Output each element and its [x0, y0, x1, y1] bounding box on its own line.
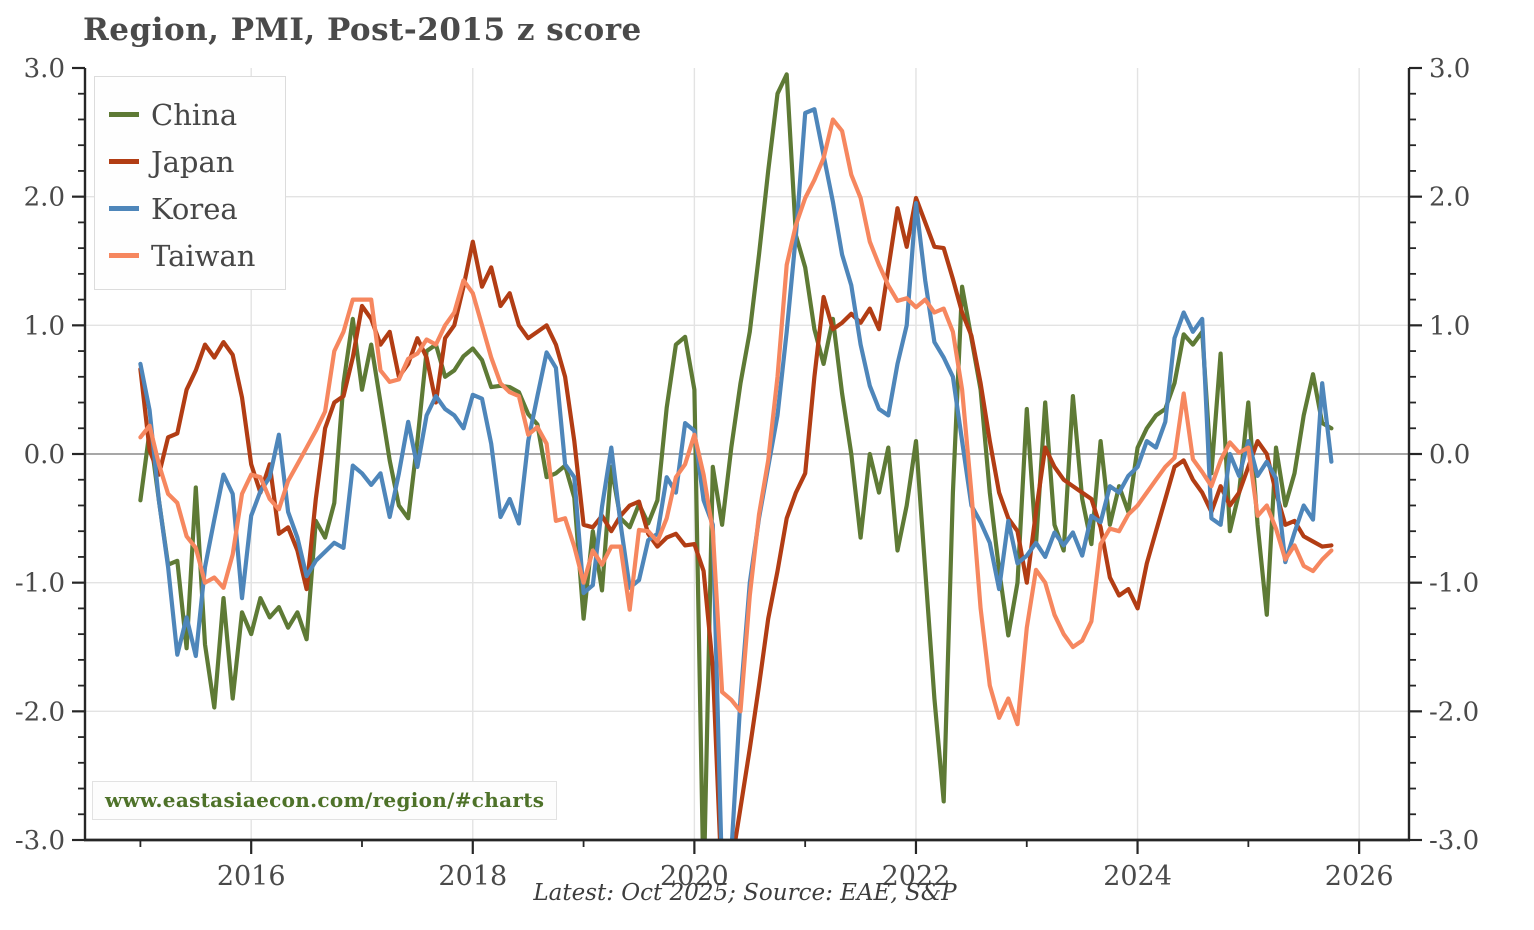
legend-swatch-taiwan	[109, 253, 139, 258]
y-axis-label-left: 2.0	[24, 183, 65, 213]
y-axis-label-right: -1.0	[1429, 569, 1479, 599]
legend-item-taiwan: Taiwan	[109, 232, 275, 279]
legend-item-china: China	[109, 91, 275, 138]
series-group	[138, 72, 1334, 840]
y-axis-label-left: 3.0	[24, 54, 65, 84]
y-axis-label-left: -2.0	[15, 697, 65, 727]
source-caption: Latest: Oct 2025; Source: EAE, S&P	[533, 880, 957, 906]
series-line-korea	[138, 107, 1334, 840]
y-axis-label-right: 0.0	[1429, 440, 1470, 470]
watermark-url: www.eastasiaecon.com/region/#charts	[105, 788, 545, 812]
x-axis-label: 2022	[882, 861, 951, 892]
legend-label: Korea	[151, 191, 238, 226]
x-axis-label: 2018	[438, 861, 507, 892]
x-axis-label: 2026	[1325, 861, 1394, 892]
legend-swatch-korea	[109, 206, 139, 211]
y-axis-label-left: -3.0	[15, 826, 65, 856]
y-axis-label-left: 0.0	[24, 440, 65, 470]
x-axis-label: 2024	[1103, 861, 1172, 892]
x-axis-label: 2020	[660, 861, 729, 892]
legend-item-korea: Korea	[109, 185, 275, 232]
y-axis-label-left: -1.0	[15, 569, 65, 599]
y-axis-label-left: 1.0	[24, 311, 65, 341]
y-axis-label-right: -3.0	[1429, 826, 1479, 856]
y-axis-label-right: 2.0	[1429, 183, 1470, 213]
legend-swatch-china	[109, 112, 139, 117]
legend-item-japan: Japan	[109, 138, 275, 185]
series-line-china	[138, 72, 1334, 840]
page-title: Region, PMI, Post-2015 z score	[83, 12, 642, 48]
chart-legend: China Japan Korea Taiwan	[94, 76, 286, 290]
y-axis-label-right: 1.0	[1429, 311, 1470, 341]
legend-swatch-japan	[109, 159, 139, 164]
legend-label: China	[151, 97, 238, 132]
series-line-japan	[138, 195, 1334, 840]
watermark-box: www.eastasiaecon.com/region/#charts	[92, 781, 558, 820]
x-axis-label: 2016	[217, 861, 286, 892]
y-axis-label-right: -2.0	[1429, 697, 1479, 727]
series-line-taiwan	[138, 117, 1334, 727]
legend-label: Japan	[151, 144, 235, 179]
legend-label: Taiwan	[151, 238, 256, 273]
y-axis-label-right: 3.0	[1429, 54, 1470, 84]
